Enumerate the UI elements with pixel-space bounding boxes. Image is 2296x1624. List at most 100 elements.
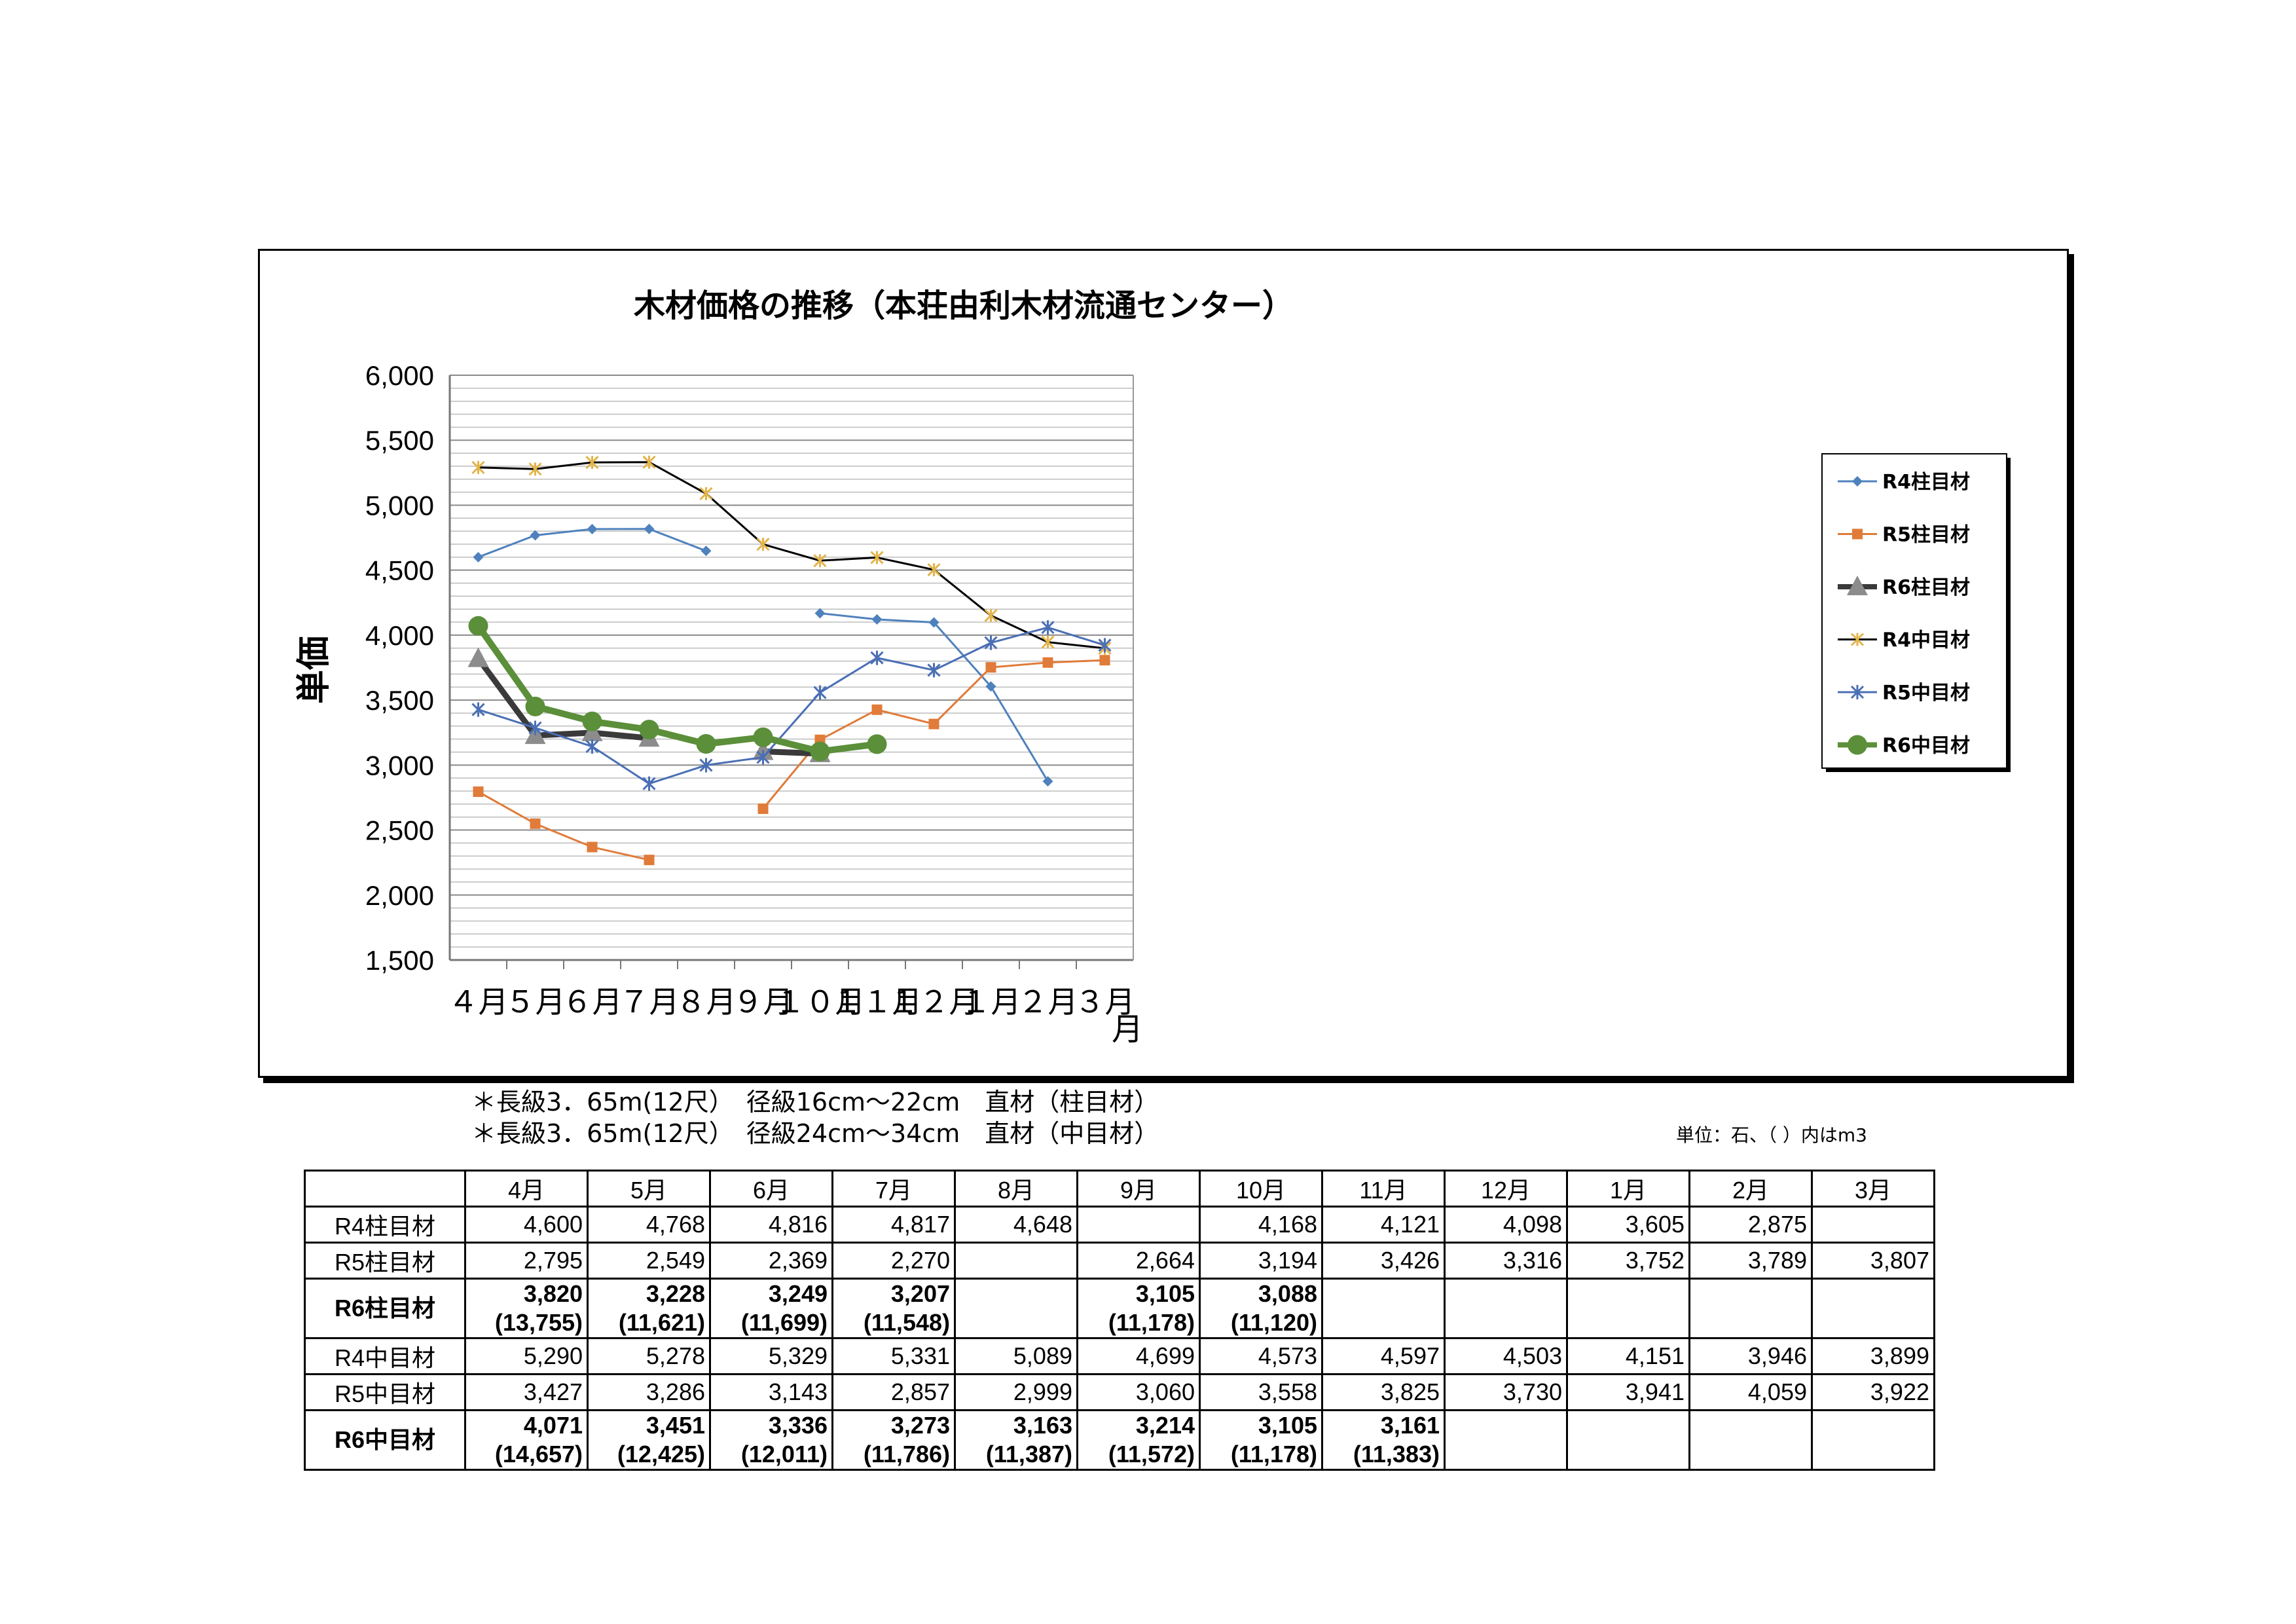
line-chart: 木材価格の推移（本荘由利木材流通センター） 1,500 2,000 2,500 3,0…	[295, 287, 2011, 1048]
table-cell: 3,427	[464, 1373, 589, 1411]
data-point	[1041, 620, 1055, 635]
legend-marker	[1850, 633, 1865, 646]
table-cell	[954, 1278, 1078, 1339]
table-cell: 2,999	[954, 1373, 1078, 1411]
table-cell: 3,060	[1076, 1373, 1201, 1411]
series-R4柱目材	[473, 523, 1053, 787]
table-row-label: R6柱目材	[304, 1278, 466, 1339]
data-point	[756, 750, 770, 765]
data-point	[525, 696, 545, 716]
x-tick-label: ７月	[619, 984, 680, 1020]
table-cell: 3,451 (12,425)	[587, 1409, 711, 1471]
table-header-cell: 4月	[464, 1170, 589, 1208]
data-point	[1098, 638, 1112, 653]
data-point	[467, 647, 489, 667]
data-point	[582, 711, 602, 731]
data-point	[530, 530, 541, 541]
table-cell: 3,286	[587, 1373, 711, 1411]
data-point	[530, 818, 541, 829]
table-cell: 3,605	[1566, 1206, 1690, 1244]
table-cell: 3,807	[1811, 1242, 1935, 1280]
table-cell: 2,857	[831, 1373, 956, 1411]
data-point	[699, 758, 713, 773]
data-point	[928, 718, 939, 729]
table-row-label: R5柱目材	[304, 1242, 466, 1280]
legend-marker	[1850, 685, 1865, 699]
data-point	[984, 635, 998, 650]
table-cell: 3,273 (11,786)	[831, 1409, 956, 1471]
data-point	[756, 538, 770, 551]
data-point	[757, 803, 769, 815]
data-point	[813, 685, 827, 700]
table-cell: 4,059	[1688, 1373, 1813, 1411]
table-cell	[1566, 1409, 1690, 1471]
table-cell: 4,503	[1444, 1337, 1568, 1375]
data-point	[471, 460, 485, 474]
legend-marker	[1848, 735, 1867, 755]
data-point	[814, 608, 826, 619]
data-point	[585, 739, 599, 754]
y-axis-label: 単価	[295, 636, 334, 704]
table-cell: 3,105 (11,178)	[1199, 1409, 1323, 1471]
x-tick-label: １１月	[832, 984, 922, 1020]
note-pillar: ＊長級3．65m(12尺） 径級16cm～22cm 直材（柱目材）	[471, 1088, 1159, 1116]
data-point	[928, 617, 939, 628]
price-table: 4月 5月 6月 7月 8月 9月 10月 11月 12月 1月 2月 3月 R4柱目材 4,600 4,…	[304, 1170, 1935, 1471]
legend-marker	[1847, 576, 1868, 595]
table-cell: 3,316	[1444, 1242, 1568, 1280]
table-cell: 3,105 (11,178)	[1076, 1278, 1201, 1339]
table-cell: 3,825	[1321, 1373, 1446, 1411]
table-cell	[1811, 1409, 1935, 1471]
data-point	[473, 786, 484, 798]
data-point	[699, 487, 713, 500]
data-point	[985, 662, 996, 673]
table-cell: 4,768	[587, 1206, 711, 1244]
table-row: R5柱目材 2,795 2,549 2,369 2,270 2,664 3,194 3,426…	[304, 1242, 1935, 1280]
data-point	[468, 616, 488, 636]
table-row: R4柱目材 4,600 4,768 4,816 4,817 4,648 4,168 4,121…	[304, 1206, 1935, 1244]
x-tick-label: ２月	[1018, 984, 1078, 1020]
data-point	[813, 554, 827, 568]
y-tick-label: 2,000	[365, 880, 434, 911]
table-corner-cell	[304, 1170, 466, 1208]
table-cell: 3,336 (12,011)	[709, 1409, 833, 1471]
table-row: R4中目材 5,290 5,278 5,329 5,331 5,089 4,699 4,573…	[304, 1337, 1935, 1375]
data-point	[927, 563, 941, 577]
y-tick-label: 2,500	[365, 815, 434, 846]
y-tick-label: 1,500	[365, 945, 434, 976]
table-cell: 2,270	[831, 1242, 956, 1280]
legend-label: R6中目材	[1882, 735, 1970, 758]
x-tick-label: １２月	[889, 984, 979, 1020]
data-point	[528, 720, 542, 735]
data-point	[810, 741, 830, 762]
legend-label: R5中目材	[1882, 682, 1970, 705]
table-header-cell: 8月	[954, 1170, 1078, 1208]
table-cell: 3,789	[1688, 1242, 1813, 1280]
table-cell	[1076, 1206, 1201, 1244]
table-header-cell: 11月	[1321, 1170, 1446, 1208]
table-header-cell: 2月	[1688, 1170, 1813, 1208]
x-axis-label: 月	[1112, 1011, 1143, 1048]
table-cell: 3,730	[1444, 1373, 1568, 1411]
table-cell: 5,329	[709, 1337, 833, 1375]
table-row-label: R4中目材	[304, 1337, 466, 1375]
plot-background	[450, 375, 1133, 960]
chart-frame: 木材価格の推移（本荘由利木材流通センター） 1,500 2,000 2,500 3,0…	[258, 249, 2069, 1078]
table-cell	[1688, 1278, 1813, 1339]
table-cell: 4,648	[954, 1206, 1078, 1244]
table-header-cell: 10月	[1199, 1170, 1323, 1208]
table-cell	[1566, 1278, 1690, 1339]
unit-note: 単位：石、（ ）内はm3	[1676, 1124, 1867, 1146]
table-header-cell: 9月	[1076, 1170, 1201, 1208]
legend: R4柱目材 R5柱目材 R6柱目材 R4中目材 R5中目材 R6中目材	[1821, 453, 2011, 772]
table-cell: 3,899	[1811, 1337, 1935, 1375]
table-cell: 2,664	[1076, 1242, 1201, 1280]
data-point	[587, 841, 598, 853]
table-cell: 4,817	[831, 1206, 956, 1244]
x-tick-label: ８月	[676, 984, 737, 1020]
table-cell: 2,795	[464, 1242, 589, 1280]
data-point	[696, 733, 716, 754]
legend-marker	[1852, 476, 1863, 487]
note-medium: ＊長級3．65m(12尺） 径級24cm～34cm 直材（中目材）	[471, 1119, 1159, 1148]
plot-area: 1,500 2,000 2,500 3,000 3,500 4,000 4,500 5,000…	[365, 360, 1135, 1020]
